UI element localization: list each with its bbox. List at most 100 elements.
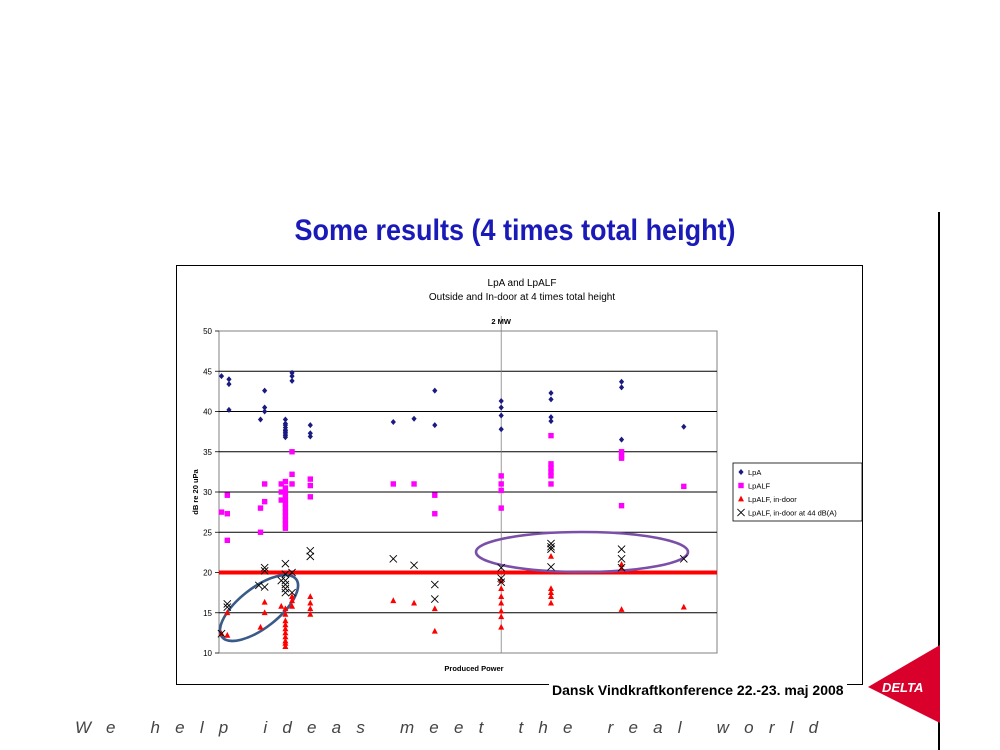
x-stroke (260, 583, 269, 591)
data-point (278, 489, 284, 495)
data-point (389, 554, 398, 563)
data-point (224, 492, 230, 498)
x-stroke (617, 545, 626, 554)
data-point (548, 465, 554, 471)
data-point (289, 593, 296, 600)
chart-text: 10 15 20 25 30 35 40 45 50 LpA and LpALF Outside a… (191, 278, 615, 673)
data-point (281, 570, 290, 579)
y-axis-label: dB re 20 uPa (191, 468, 200, 514)
tagline: We help ideas meet the real world (75, 718, 834, 737)
data-point (548, 432, 554, 439)
data-point (307, 430, 313, 437)
data-point (261, 598, 268, 605)
data-point (226, 381, 232, 388)
x-stroke (737, 508, 745, 517)
data-point (282, 617, 289, 624)
data-point (431, 605, 438, 612)
legend-marker (738, 495, 744, 502)
data-point (618, 455, 625, 461)
data-point (257, 505, 264, 511)
chart-subtitle: Outside and In-door at 4 times total hei… (429, 292, 615, 303)
data-point (288, 568, 296, 577)
data-point (548, 461, 554, 467)
chart-title: LpA and LpALF (488, 278, 557, 289)
data-point (278, 497, 284, 503)
data-point (289, 481, 295, 487)
y-tick-label: 10 (203, 649, 212, 658)
data-point (307, 476, 313, 482)
x-stroke (547, 542, 555, 551)
x-stroke (679, 554, 688, 563)
data-point (306, 546, 315, 555)
data-point (289, 597, 296, 604)
data-point (288, 588, 296, 597)
data-point (497, 574, 506, 583)
data-point (618, 436, 625, 443)
data-point (617, 554, 626, 563)
data-point (282, 501, 289, 507)
data-point (547, 542, 555, 551)
data-point (282, 525, 289, 531)
data-point (218, 509, 225, 515)
data-point (257, 416, 264, 423)
data-point (497, 578, 506, 587)
data-point (282, 643, 289, 649)
data-point (390, 597, 397, 604)
data-point (282, 633, 289, 640)
legend-label: LpA (748, 468, 761, 477)
x-stroke (306, 552, 315, 561)
data-point (432, 422, 438, 429)
data-point (260, 566, 269, 575)
legend-box (732, 462, 863, 522)
y-tick-label: 35 (203, 448, 212, 457)
x-stroke (497, 578, 506, 587)
data-point (498, 481, 504, 487)
data-point (257, 529, 264, 535)
data-point (282, 621, 289, 628)
data-point (307, 599, 314, 606)
data-point (498, 623, 505, 630)
legend-marker (738, 469, 744, 475)
x-stroke (617, 554, 626, 563)
data-point (223, 599, 232, 608)
data-point (548, 473, 554, 479)
data-point (548, 481, 554, 487)
data-point (281, 576, 290, 585)
data-point (498, 404, 504, 411)
data-point (307, 482, 313, 489)
data-point (254, 581, 263, 590)
data-point (548, 469, 554, 475)
data-point (307, 494, 313, 500)
data-point (498, 607, 505, 614)
data-point (498, 505, 504, 511)
data-point (498, 613, 505, 620)
x-stroke (281, 559, 290, 568)
data-point (261, 481, 268, 487)
data-point (547, 539, 555, 548)
data-point (289, 449, 295, 455)
slide-title: Some results (4 times total height) (294, 214, 736, 247)
data-point (431, 627, 438, 634)
data-point (390, 418, 396, 425)
data-point (548, 396, 554, 403)
data-point (411, 415, 417, 422)
data-point (282, 478, 289, 485)
legend-marker (738, 482, 744, 489)
data-point (282, 513, 289, 519)
data-point (257, 623, 264, 630)
legend-label: LpALF (748, 482, 771, 491)
data-point (224, 631, 231, 638)
data-point (260, 563, 269, 572)
data-point (618, 561, 625, 567)
data-point (226, 376, 232, 383)
data-point (498, 426, 504, 433)
data-point (260, 583, 269, 591)
plot-area (215, 316, 718, 654)
data-point (261, 498, 268, 505)
series-1 (218, 432, 687, 543)
data-point (410, 561, 418, 570)
x-stroke (410, 561, 418, 570)
data-point (282, 509, 289, 515)
data-marks (217, 369, 688, 649)
x-stroke (497, 563, 506, 572)
